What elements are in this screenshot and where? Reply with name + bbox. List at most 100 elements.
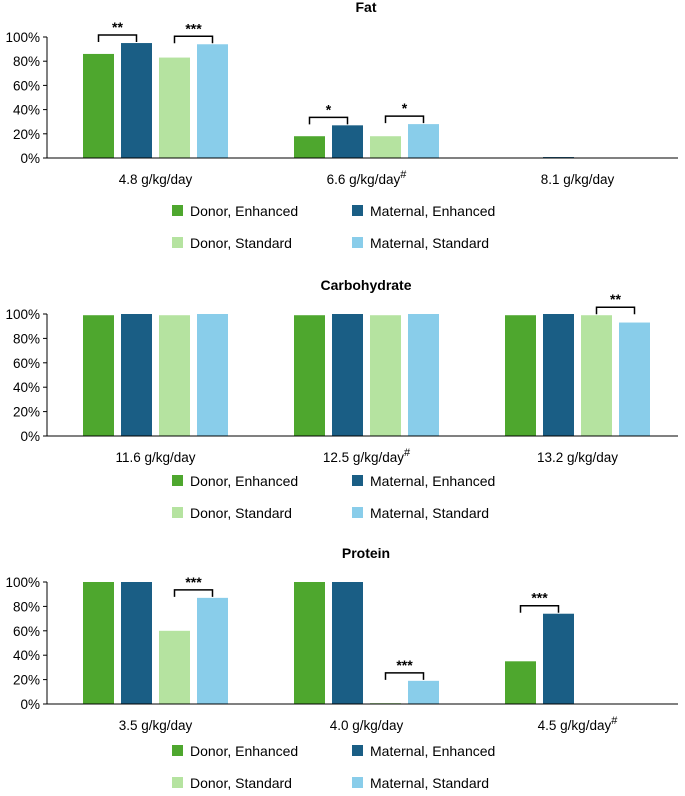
x-category-label: 4.8 g/kg/day	[119, 172, 193, 187]
bar-maternal-enhanced-1	[332, 125, 363, 158]
significance-label: ***	[185, 20, 202, 36]
bar-donor-standard-0	[159, 315, 190, 436]
chart-panel-2: Protein 0% 20% 40% 60% 80% 100% 3.5 g/kg/day 4.0…	[5, 545, 678, 791]
x-category-label: 8.1 g/kg/day	[541, 172, 615, 187]
significance-bracket	[173, 35, 214, 44]
significance-bracket	[308, 116, 349, 125]
significance-label: ***	[396, 657, 413, 673]
bar-donor-standard-2	[581, 315, 612, 436]
chart-title: Fat	[356, 0, 377, 15]
bar-donor-enhanced-2	[505, 315, 536, 436]
bar-donor-enhanced-0	[83, 315, 114, 436]
y-tick-label: 20%	[13, 405, 40, 420]
y-tick-label: 0%	[20, 429, 40, 444]
legend-swatch	[352, 205, 363, 216]
legend-label: Donor, Standard	[190, 235, 292, 251]
chart-title: Carbohydrate	[320, 277, 411, 293]
bar-maternal-standard-0	[197, 314, 228, 436]
legend-label: Maternal, Standard	[370, 775, 489, 791]
significance-bracket	[384, 115, 425, 124]
x-category-label: 3.5 g/kg/day	[119, 718, 193, 733]
bar-donor-standard-1	[370, 315, 401, 436]
legend-swatch	[352, 507, 363, 518]
legend-swatch	[172, 777, 183, 788]
y-tick-label: 80%	[13, 331, 40, 346]
y-tick-label: 60%	[13, 624, 40, 639]
significance-bracket	[173, 589, 214, 597]
y-tick-label: 80%	[13, 599, 40, 614]
bar-maternal-enhanced-2	[543, 314, 574, 436]
bar-donor-standard-1	[370, 136, 401, 158]
legend-label: Donor, Standard	[190, 775, 292, 791]
x-category-label: 6.6 g/kg/day#	[327, 169, 408, 187]
significance-label: *	[326, 101, 332, 117]
bar-maternal-enhanced-0	[121, 43, 152, 158]
y-tick-label: 60%	[13, 78, 40, 93]
legend-swatch	[352, 475, 363, 486]
bar-maternal-standard-1	[408, 124, 439, 158]
legend-swatch	[172, 475, 183, 486]
bar-donor-standard-0	[159, 630, 190, 704]
bar-maternal-enhanced-1	[332, 314, 363, 436]
y-tick-label: 40%	[13, 648, 40, 663]
y-tick-label: 40%	[13, 380, 40, 395]
bar-maternal-standard-0	[197, 44, 228, 159]
legend-swatch	[172, 745, 183, 756]
legend-label: Donor, Enhanced	[190, 203, 298, 219]
legend-swatch	[352, 745, 363, 756]
y-tick-label: 100%	[5, 575, 40, 590]
bar-maternal-enhanced-0	[121, 582, 152, 704]
y-tick-label: 80%	[13, 54, 40, 69]
bar-maternal-enhanced-0	[121, 314, 152, 436]
footnote-mark: #	[611, 715, 618, 727]
chart-panel-0: Fat 0% 20% 40% 60% 80% 100% 4.8 g/kg/day 6.6 g/k…	[5, 0, 678, 251]
bar-donor-enhanced-2	[505, 661, 536, 704]
bar-donor-enhanced-1	[294, 136, 325, 158]
significance-bracket	[384, 672, 425, 680]
legend-label: Maternal, Standard	[370, 505, 489, 521]
x-category-label: 13.2 g/kg/day	[537, 450, 618, 465]
bar-maternal-standard-1	[408, 314, 439, 436]
legend-swatch	[352, 777, 363, 788]
legend-swatch	[352, 237, 363, 248]
legend-label: Maternal, Standard	[370, 235, 489, 251]
bar-donor-enhanced-1	[294, 582, 325, 704]
significance-label: **	[610, 291, 621, 307]
bar-donor-enhanced-0	[83, 582, 114, 704]
y-tick-label: 40%	[13, 103, 40, 118]
footnote-mark: #	[404, 447, 411, 459]
bar-donor-enhanced-0	[83, 53, 114, 158]
bar-maternal-enhanced-2	[543, 613, 574, 704]
legend-swatch	[172, 205, 183, 216]
chart-title: Protein	[342, 545, 390, 561]
bar-maternal-standard-1	[408, 680, 439, 704]
y-tick-label: 100%	[5, 30, 40, 45]
y-tick-label: 0%	[20, 697, 40, 712]
legend-label: Donor, Standard	[190, 505, 292, 521]
significance-bracket	[595, 306, 636, 315]
y-tick-label: 100%	[5, 307, 40, 322]
x-category-label: 4.5 g/kg/day#	[538, 715, 619, 733]
legend-swatch	[172, 237, 183, 248]
legend-label: Donor, Enhanced	[190, 743, 298, 759]
bar-donor-enhanced-1	[294, 315, 325, 436]
bar-donor-standard-0	[159, 57, 190, 158]
y-tick-label: 20%	[13, 673, 40, 688]
bar-maternal-standard-0	[197, 597, 228, 704]
y-tick-label: 20%	[13, 127, 40, 142]
significance-label: *	[402, 100, 408, 116]
bar-maternal-enhanced-1	[332, 582, 363, 704]
significance-bracket	[97, 34, 138, 43]
bar-maternal-standard-2	[619, 322, 650, 436]
chart-panel-1: Carbohydrate 0% 20% 40% 60% 80% 100% 11.6 g/kg/…	[5, 277, 678, 521]
legend-label: Maternal, Enhanced	[370, 203, 495, 219]
significance-label: ***	[185, 574, 202, 590]
y-tick-label: 0%	[20, 151, 40, 166]
footnote-mark: #	[400, 169, 407, 181]
significance-label: ***	[531, 590, 548, 606]
legend-label: Maternal, Enhanced	[370, 473, 495, 489]
x-category-label: 4.0 g/kg/day	[330, 718, 404, 733]
significance-bracket	[519, 604, 560, 613]
legend-label: Donor, Enhanced	[190, 473, 298, 489]
